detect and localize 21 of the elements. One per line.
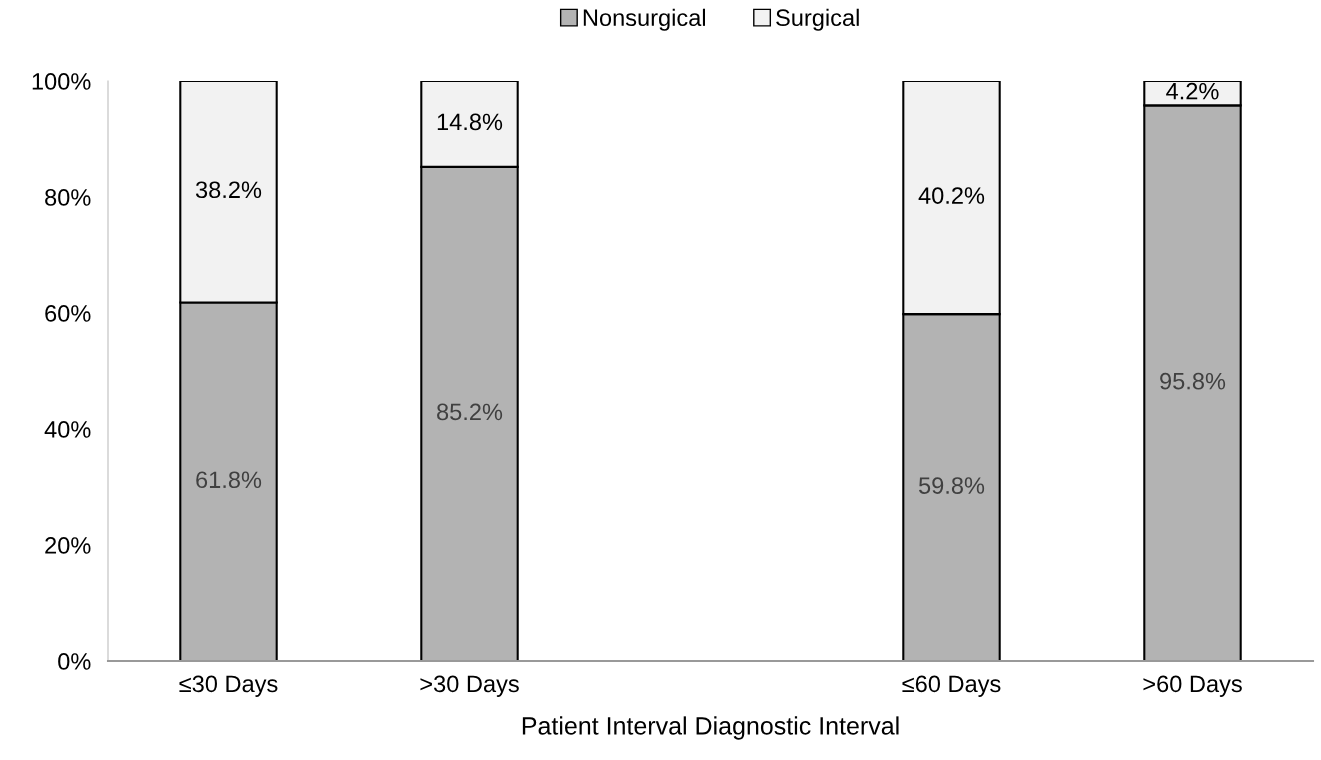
data-label: 38.2% [195,181,262,199]
data-label: 85.2% [437,403,503,421]
y-tick-label: 0% [58,653,91,670]
y-tick-label: 80% [45,189,91,206]
data-label: 14.8% [437,113,503,131]
y-tick-label: 40% [44,421,91,438]
x-tick-label: >60 Days [1143,675,1242,697]
legend-label: Surgical [776,8,859,31]
data-label: 61.8% [196,471,262,489]
data-label: 95.8% [1160,372,1226,390]
data-label: 4.2% [1166,82,1219,100]
legend-label: Nonsurgical [583,8,705,31]
x-tick-label: ≤60 Days [902,675,1001,697]
x-tick-label: ≤30 Days [179,675,278,697]
data-label: 59.8% [918,477,985,494]
y-tick-label: 60% [45,305,91,322]
y-tick-label: 20% [45,537,91,554]
data-label: 40.2% [918,187,985,204]
x-axis-title: Patient Interval Diagnostic Interval [522,716,899,740]
x-tick-label: >30 Days [420,675,519,697]
y-tick-label: 100% [32,73,91,90]
